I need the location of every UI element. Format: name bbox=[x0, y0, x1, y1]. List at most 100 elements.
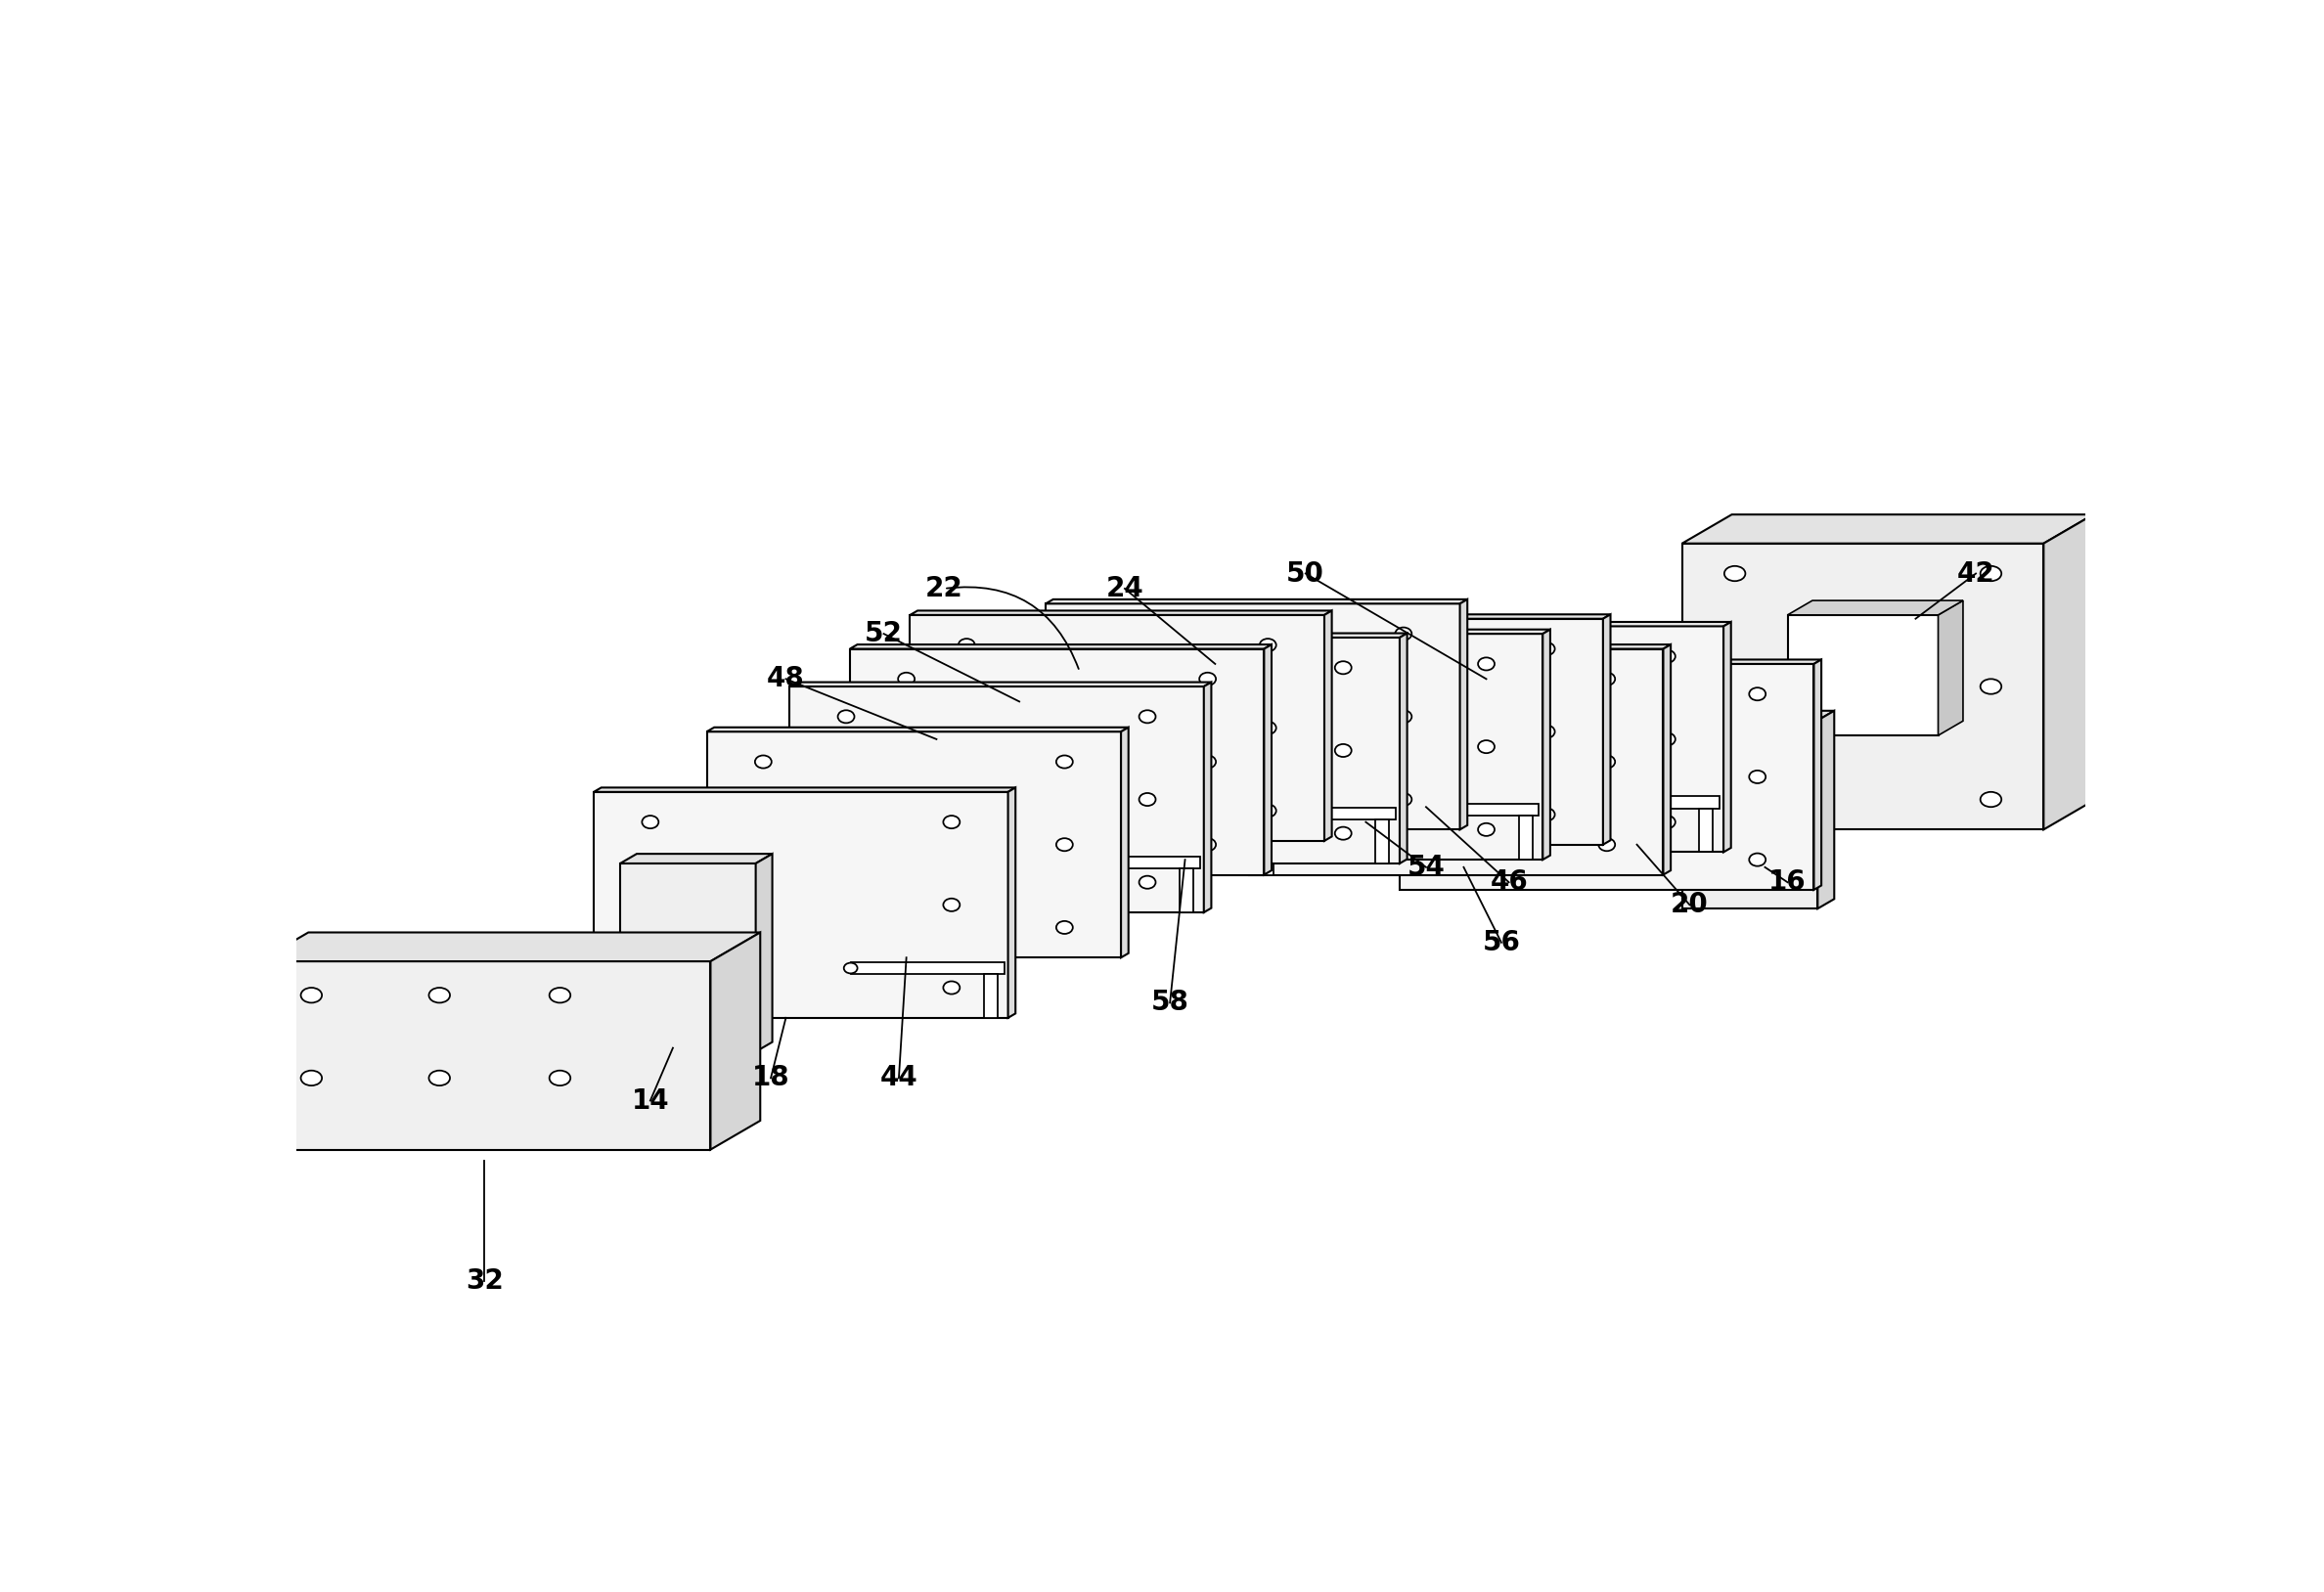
Text: 20: 20 bbox=[1671, 892, 1708, 919]
Polygon shape bbox=[1120, 728, 1129, 957]
Ellipse shape bbox=[1334, 743, 1353, 756]
Polygon shape bbox=[1046, 599, 1466, 603]
Ellipse shape bbox=[1176, 823, 1192, 836]
Ellipse shape bbox=[1559, 798, 1573, 807]
Text: 58: 58 bbox=[1150, 989, 1190, 1016]
Polygon shape bbox=[718, 914, 730, 957]
Polygon shape bbox=[1308, 622, 1731, 626]
Ellipse shape bbox=[1297, 672, 1313, 686]
Ellipse shape bbox=[1980, 678, 2001, 694]
Ellipse shape bbox=[430, 987, 451, 1003]
Ellipse shape bbox=[1139, 710, 1155, 723]
Ellipse shape bbox=[1034, 826, 1050, 839]
Ellipse shape bbox=[839, 793, 855, 806]
Polygon shape bbox=[2043, 514, 2094, 829]
Ellipse shape bbox=[897, 839, 916, 852]
Polygon shape bbox=[1683, 543, 2043, 829]
Polygon shape bbox=[1518, 817, 1532, 860]
Text: 48: 48 bbox=[767, 665, 804, 693]
Ellipse shape bbox=[1260, 721, 1276, 734]
Polygon shape bbox=[1459, 599, 1466, 829]
Ellipse shape bbox=[1724, 567, 1745, 581]
Polygon shape bbox=[1253, 818, 1406, 831]
Ellipse shape bbox=[1236, 809, 1248, 818]
Polygon shape bbox=[706, 728, 1129, 732]
Polygon shape bbox=[1543, 629, 1550, 860]
Ellipse shape bbox=[1297, 755, 1313, 769]
Text: 56: 56 bbox=[1483, 928, 1520, 957]
Text: 46: 46 bbox=[1490, 869, 1527, 896]
Ellipse shape bbox=[1236, 726, 1253, 739]
Polygon shape bbox=[913, 785, 1067, 798]
Polygon shape bbox=[1683, 710, 1834, 720]
Text: 42: 42 bbox=[1957, 560, 1994, 587]
Ellipse shape bbox=[897, 755, 916, 769]
Ellipse shape bbox=[755, 755, 772, 769]
Polygon shape bbox=[1009, 788, 1016, 1017]
Polygon shape bbox=[621, 863, 755, 1052]
Ellipse shape bbox=[1139, 876, 1155, 888]
Polygon shape bbox=[1683, 720, 1817, 909]
Polygon shape bbox=[1181, 869, 1192, 912]
Polygon shape bbox=[1815, 659, 1822, 890]
Ellipse shape bbox=[1357, 650, 1373, 662]
Ellipse shape bbox=[548, 987, 569, 1003]
Polygon shape bbox=[1248, 645, 1671, 650]
Polygon shape bbox=[1683, 514, 2094, 543]
Ellipse shape bbox=[1199, 839, 1215, 852]
Ellipse shape bbox=[1394, 627, 1411, 640]
Ellipse shape bbox=[1334, 826, 1353, 839]
Text: 14: 14 bbox=[632, 1087, 669, 1114]
Ellipse shape bbox=[1538, 643, 1555, 656]
Text: 16: 16 bbox=[1769, 869, 1806, 896]
Polygon shape bbox=[1699, 809, 1713, 852]
Polygon shape bbox=[1787, 615, 1938, 736]
Polygon shape bbox=[1190, 619, 1604, 845]
Polygon shape bbox=[595, 788, 1016, 791]
Polygon shape bbox=[920, 798, 934, 841]
Polygon shape bbox=[595, 791, 1009, 1017]
Ellipse shape bbox=[1394, 793, 1411, 806]
Polygon shape bbox=[1399, 664, 1815, 890]
Polygon shape bbox=[258, 933, 760, 962]
Ellipse shape bbox=[1980, 791, 2001, 807]
Ellipse shape bbox=[1538, 809, 1555, 821]
Polygon shape bbox=[1243, 807, 1397, 820]
Ellipse shape bbox=[944, 898, 960, 911]
Ellipse shape bbox=[1236, 643, 1253, 656]
Polygon shape bbox=[983, 974, 997, 1017]
Ellipse shape bbox=[944, 981, 960, 993]
Polygon shape bbox=[1664, 645, 1671, 874]
Ellipse shape bbox=[1034, 661, 1050, 673]
Ellipse shape bbox=[430, 1070, 451, 1086]
Ellipse shape bbox=[300, 987, 323, 1003]
Polygon shape bbox=[1308, 626, 1724, 852]
Ellipse shape bbox=[1599, 672, 1615, 686]
Polygon shape bbox=[711, 933, 760, 1149]
Polygon shape bbox=[911, 611, 1332, 615]
Ellipse shape bbox=[957, 638, 974, 651]
Polygon shape bbox=[1204, 681, 1211, 912]
Ellipse shape bbox=[1980, 567, 2001, 581]
Polygon shape bbox=[851, 962, 1004, 974]
Ellipse shape bbox=[1478, 823, 1494, 836]
Ellipse shape bbox=[1055, 922, 1074, 935]
Polygon shape bbox=[851, 645, 1271, 650]
Polygon shape bbox=[851, 650, 1264, 874]
Polygon shape bbox=[1385, 804, 1538, 817]
Ellipse shape bbox=[897, 672, 916, 686]
Ellipse shape bbox=[1034, 743, 1050, 756]
Ellipse shape bbox=[1095, 793, 1111, 806]
Polygon shape bbox=[1055, 786, 1069, 829]
Polygon shape bbox=[711, 901, 865, 914]
Ellipse shape bbox=[1357, 815, 1373, 828]
Ellipse shape bbox=[1599, 755, 1615, 769]
Polygon shape bbox=[1817, 710, 1834, 909]
Text: 50: 50 bbox=[1287, 560, 1325, 587]
Ellipse shape bbox=[1236, 809, 1253, 821]
Ellipse shape bbox=[641, 898, 658, 911]
Ellipse shape bbox=[755, 922, 772, 935]
Ellipse shape bbox=[755, 839, 772, 852]
Ellipse shape bbox=[844, 963, 858, 973]
Polygon shape bbox=[985, 637, 1399, 863]
